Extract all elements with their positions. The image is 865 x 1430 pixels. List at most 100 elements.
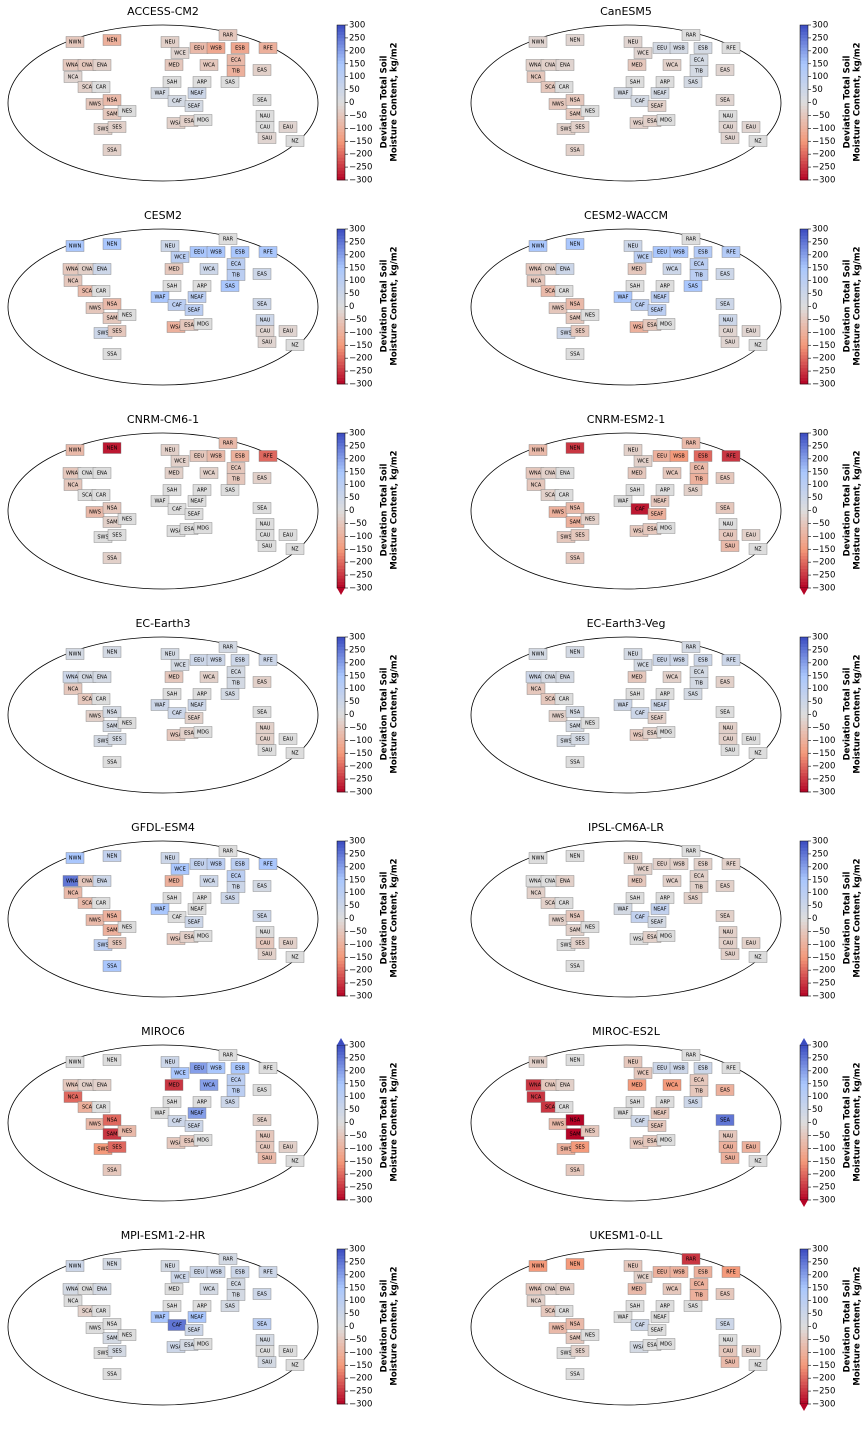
region-label: SWS [97, 331, 108, 337]
region-label: ARP [197, 1100, 207, 1106]
region-label: NEN [570, 38, 581, 44]
colorbar-band [337, 734, 345, 738]
region-label: ESA [184, 527, 194, 533]
colorbar-band [337, 906, 345, 910]
colorbar-label: Moisture Content, kg/m2 [853, 858, 863, 977]
colorbar-band [337, 436, 345, 440]
region-label: WCE [174, 459, 186, 465]
colorbar-band [800, 475, 808, 479]
colorbar-band [337, 889, 345, 893]
colorbar-band [337, 439, 345, 443]
colorbar-band [800, 870, 808, 874]
colorbar-tick-label: −200 [349, 354, 372, 364]
colorbar-band [337, 472, 345, 476]
colorbar-tick-label: 50 [349, 85, 360, 95]
region-label: SAS [225, 1304, 235, 1310]
colorbar-band [337, 773, 345, 777]
colorbar-label: Deviation Total Soil [843, 1076, 853, 1169]
colorbar-band [337, 93, 345, 97]
colorbar-tick-label: −300 [349, 176, 372, 186]
region-label: CAU [260, 329, 271, 335]
colorbar-band [337, 319, 345, 323]
region-label: WNA [529, 267, 542, 273]
region-label: WCA [666, 471, 678, 477]
colorbar-band [800, 990, 808, 994]
colorbar-tick-label: 300 [812, 633, 828, 643]
colorbar-tick-label: 0 [812, 98, 817, 108]
colorbar-band [337, 1123, 345, 1127]
region-label: NWS [552, 306, 564, 312]
region-label: NEN [107, 1058, 118, 1064]
region-label: ARP [197, 692, 207, 698]
colorbar-band [800, 562, 808, 566]
colorbar-band [800, 274, 808, 278]
region-label: SEA [720, 710, 730, 716]
colorbar-band [800, 702, 808, 706]
colorbar-band [800, 536, 808, 540]
colorbar-band [800, 844, 808, 848]
colorbar-band [800, 507, 808, 511]
colorbar-band [337, 536, 345, 540]
region-label: WAF [155, 907, 166, 913]
region-label: SEA [720, 914, 730, 920]
colorbar-tick-label: 150 [349, 467, 365, 477]
region-label: SSA [570, 148, 580, 154]
colorbar-tick-label: 150 [812, 263, 828, 273]
region-label: WNA [529, 471, 542, 477]
region-label: WNA [66, 1083, 79, 1089]
colorbar-band [337, 57, 345, 61]
colorbar-band [337, 970, 345, 974]
region-label: ENA [560, 471, 571, 477]
colorbar-band [800, 964, 808, 968]
colorbar-band [800, 452, 808, 456]
panel-title: CESM2 [144, 209, 182, 222]
colorbar-tick-label: 50 [349, 901, 360, 911]
colorbar-band [800, 750, 808, 754]
colorbar-band [800, 345, 808, 349]
region-label: NEAF [190, 1315, 203, 1321]
colorbar-band [337, 990, 345, 994]
colorbar-band [337, 931, 345, 935]
region-label: TIB [231, 477, 241, 483]
region-label: EAS [257, 476, 267, 482]
region-label: SEA [720, 506, 730, 512]
region-label: CNA [545, 879, 556, 885]
region-label: SES [112, 329, 122, 335]
colorbar-band [800, 906, 808, 910]
region-label: EAU [283, 533, 294, 539]
colorbar-band [800, 287, 808, 291]
region-label: SWS [97, 127, 108, 133]
region-label: CAF [635, 915, 645, 921]
colorbar-tick-label: −300 [812, 788, 835, 798]
colorbar-band [800, 864, 808, 868]
colorbar-band [800, 1372, 808, 1376]
colorbar-band [800, 1281, 808, 1285]
colorbar-tick-label: −50 [812, 111, 830, 121]
region-label: NWN [532, 652, 545, 658]
colorbar-band [337, 446, 345, 450]
region-label: ESB [235, 658, 245, 664]
region-label: SAS [225, 488, 235, 494]
colorbar-band [337, 941, 345, 945]
colorbar-band [337, 303, 345, 307]
colorbar-label: Moisture Content, kg/m2 [390, 246, 400, 365]
region-label: ESA [647, 1139, 657, 1145]
colorbar-tick-label: −100 [349, 940, 372, 950]
region-label: TIB [231, 885, 241, 891]
colorbar-band [337, 1097, 345, 1101]
colorbar-band [337, 870, 345, 874]
region-label: ESB [698, 658, 708, 664]
region-label: NEAF [190, 91, 203, 97]
colorbar-band [337, 530, 345, 534]
colorbar-band [800, 640, 808, 644]
region-label: TIB [694, 1293, 704, 1299]
region-label: ESB [235, 250, 245, 256]
region-label: RFE [726, 454, 736, 460]
region-label: SEA [257, 98, 267, 104]
colorbar-label: Deviation Total Soil [380, 56, 390, 149]
region-label: ENA [97, 675, 108, 681]
colorbar-band [800, 1164, 808, 1168]
region-label: NEAF [190, 703, 203, 709]
colorbar-band [800, 1285, 808, 1289]
colorbar-band [337, 141, 345, 145]
